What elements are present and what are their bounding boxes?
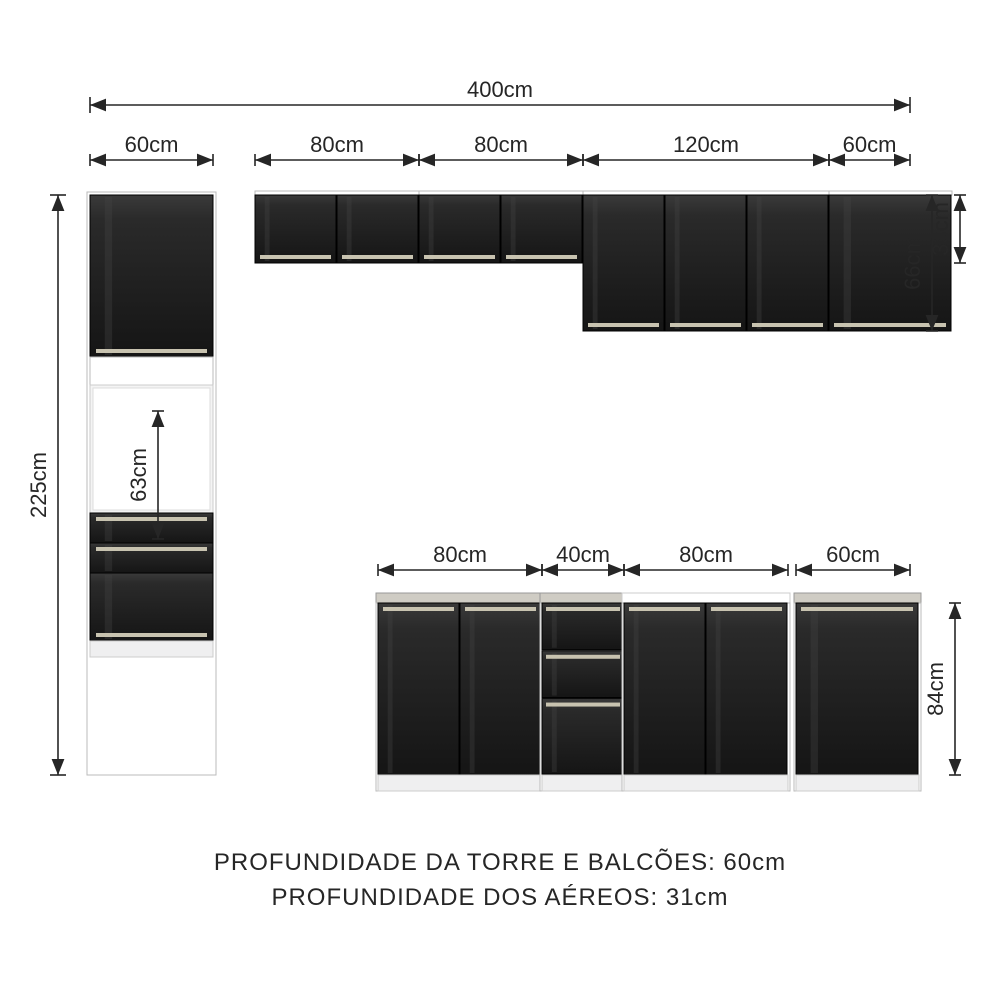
up-120-door2-highlight [757, 197, 762, 329]
lo-80a-kick [378, 775, 542, 791]
up-80a-door1-highlight [347, 197, 352, 261]
up-80b-door0-highlight [429, 197, 434, 261]
handle [546, 703, 620, 707]
handle [629, 607, 700, 611]
up-60-door0-highlight [844, 197, 851, 329]
note-depth-upper: PROFUNDIDADE DOS AÉREOS: 31cm [271, 884, 728, 911]
handle [752, 323, 823, 327]
tower-kick [90, 641, 213, 657]
handle [465, 607, 536, 611]
lo-40-counter [540, 593, 626, 603]
lo-40-drawer1-highlight [552, 653, 557, 696]
dim-top-3-label: 120cm [673, 132, 739, 157]
dim-top-0-label: 60cm [125, 132, 179, 157]
handle [546, 607, 620, 611]
handle [711, 607, 782, 611]
handle [96, 547, 207, 551]
handle [506, 255, 577, 259]
handle [383, 607, 454, 611]
dim-low-0-label: 80cm [433, 542, 487, 567]
dim-low-2-label: 80cm [679, 542, 733, 567]
lo-60-kick [796, 775, 919, 791]
dim-low-3-label: 60cm [826, 542, 880, 567]
lo-60-counter [794, 593, 921, 603]
lo-40-drawer0-highlight [552, 605, 557, 648]
dim-low-1-label: 40cm [556, 542, 610, 567]
up-80b-top [419, 191, 583, 195]
lo-80b-door1-highlight [716, 605, 721, 773]
handle [96, 633, 207, 637]
handle [260, 255, 331, 259]
tw-oven-nook-inner [93, 388, 210, 510]
up-80b-door1-highlight [511, 197, 516, 261]
lo-40-drawer2-highlight [552, 701, 557, 772]
up-80a-top [255, 191, 419, 195]
lo-40-kick [542, 775, 624, 791]
up-120-top [583, 191, 829, 195]
handle [96, 517, 207, 521]
handle [588, 323, 659, 327]
dim-84-label: 84cm [923, 662, 948, 716]
dim-63-label: 63cm [126, 448, 151, 502]
lo-80b-kick [624, 775, 788, 791]
dim-top-2-label: 80cm [474, 132, 528, 157]
handle [342, 255, 413, 259]
tw-shelf [90, 357, 213, 385]
handle [801, 607, 913, 611]
handle [96, 349, 207, 353]
dim-top-1-label: 80cm [310, 132, 364, 157]
tw-top-door-highlight [105, 197, 112, 355]
handle [546, 655, 620, 659]
lo-60-door0-highlight [811, 605, 818, 773]
up-80a-door0-highlight [265, 197, 270, 261]
lo-80a-door1-highlight [470, 605, 475, 773]
up-120-door0-highlight [593, 197, 598, 329]
dim-top-4-label: 60cm [843, 132, 897, 157]
lo-80b-counter [622, 593, 790, 603]
handle [670, 323, 741, 327]
lo-80a-door0-highlight [388, 605, 393, 773]
up-120-door1-highlight [675, 197, 680, 329]
note-depth-tower: PROFUNDIDADE DA TORRE E BALCÕES: 60cm [214, 848, 786, 876]
lo-80b-door0-highlight [634, 605, 639, 773]
handle [424, 255, 495, 259]
dim-66-label: 66cm [900, 236, 925, 290]
handle [834, 323, 946, 327]
dim-400-label: 400cm [467, 77, 533, 102]
tw-bottom-door-highlight [105, 575, 112, 639]
lo-80a-counter [376, 593, 544, 603]
dim-225-label: 225cm [26, 452, 51, 518]
